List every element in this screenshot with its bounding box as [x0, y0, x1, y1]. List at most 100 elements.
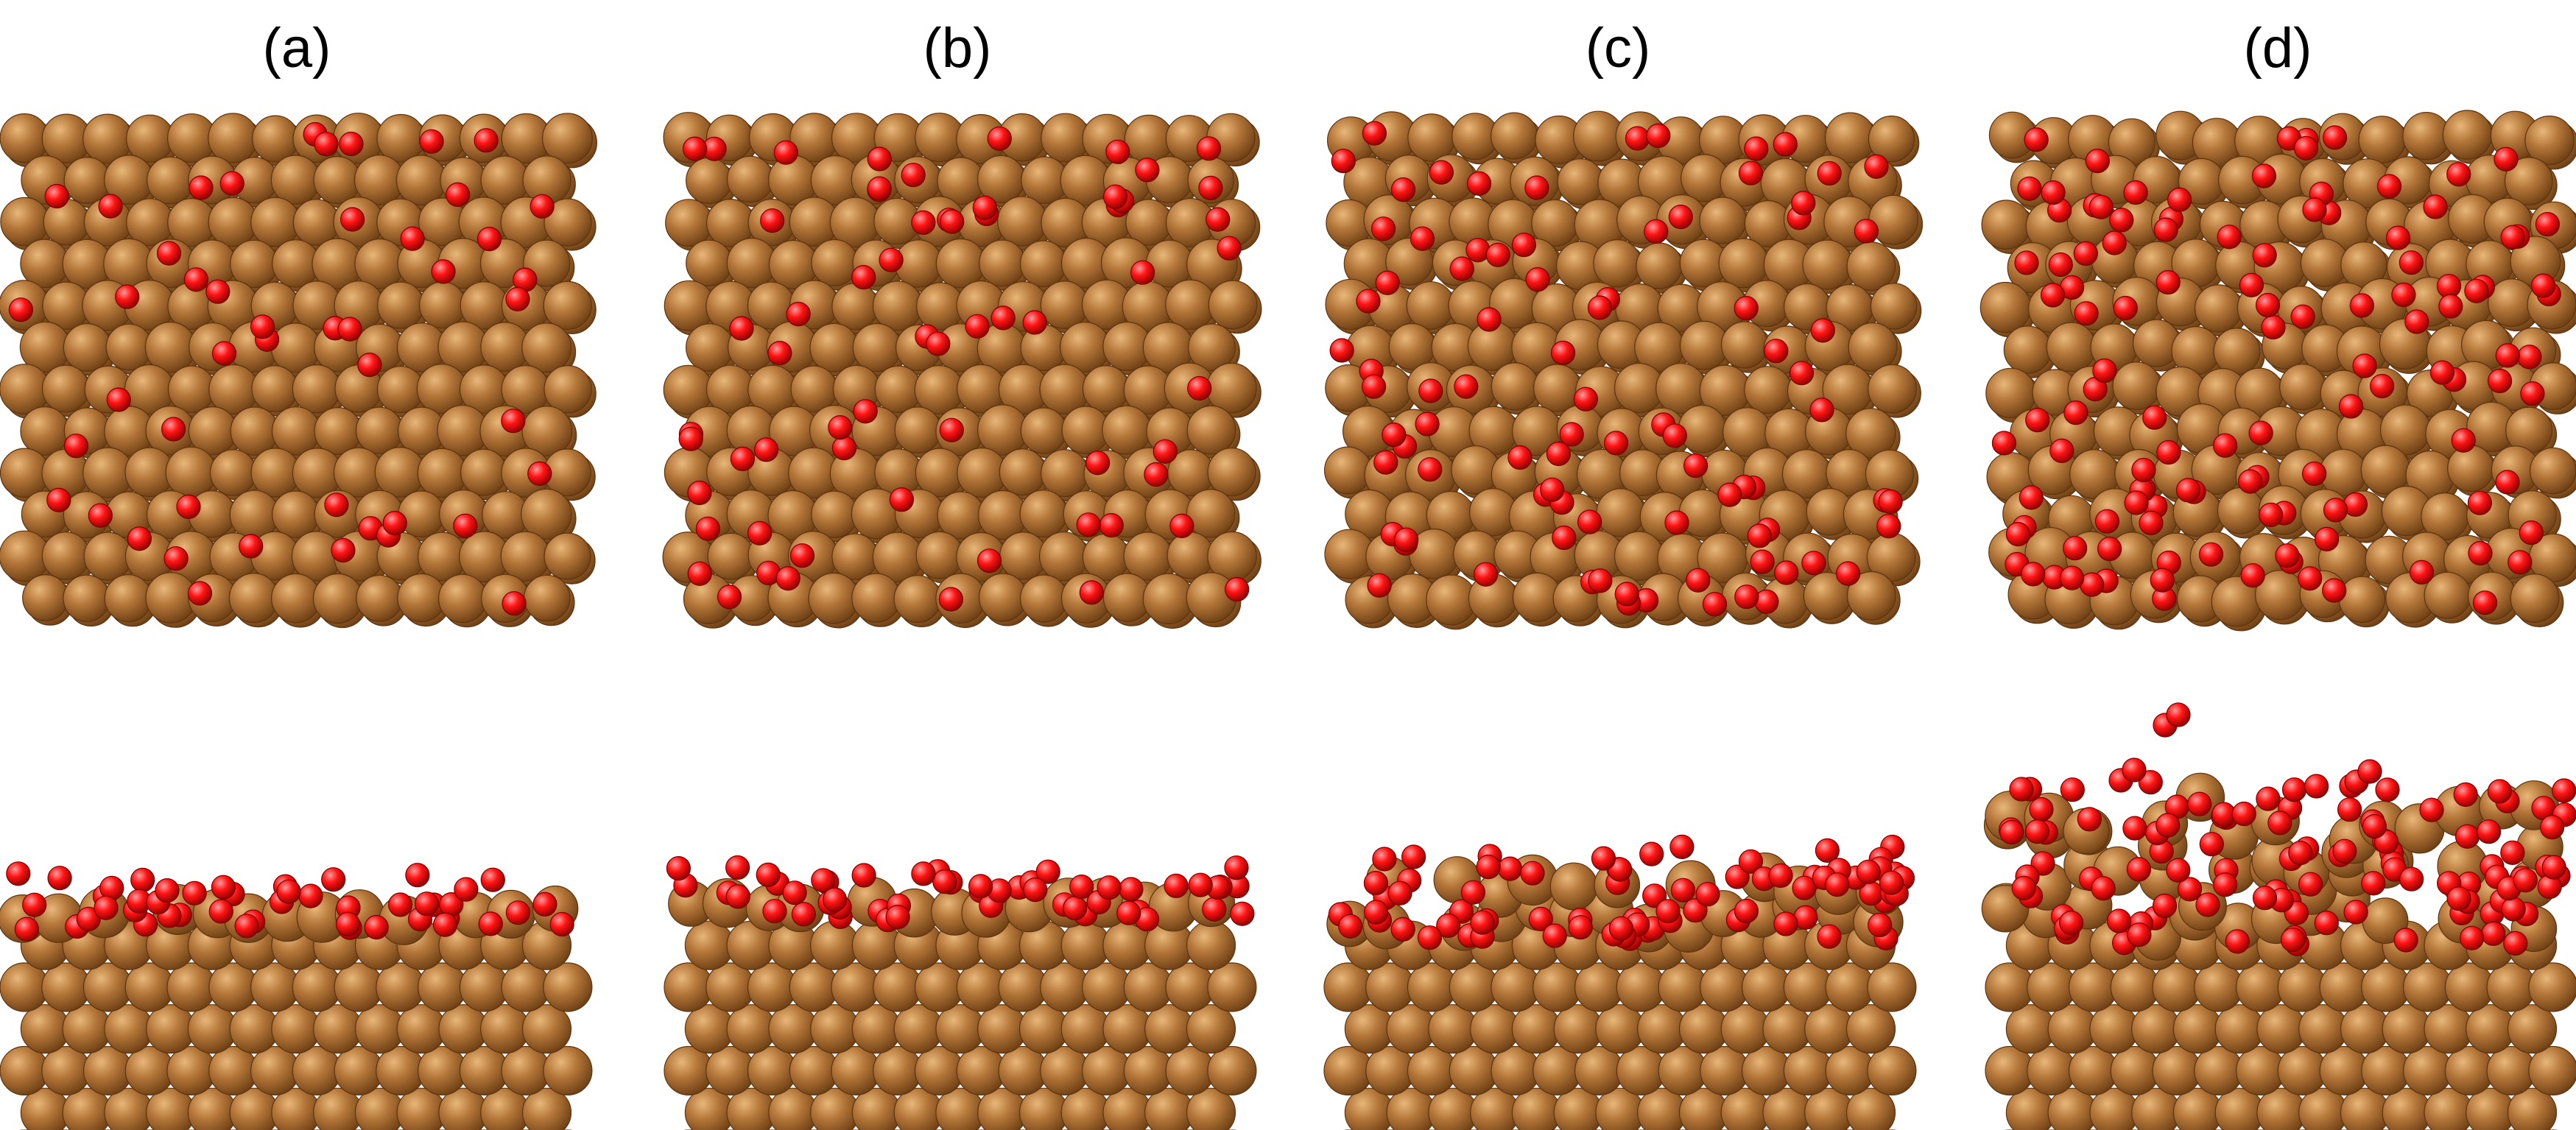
oxygen-atom-side-a [182, 880, 207, 905]
copper-atom-side-c [1491, 1045, 1541, 1096]
oxygen-atom-top-c [1686, 568, 1711, 593]
oxygen-atom-side-b [725, 884, 750, 909]
oxygen-atom-top-a [189, 175, 214, 200]
oxygen-atom-side-c [1608, 916, 1633, 941]
copper-atom-top-b [979, 239, 1026, 287]
copper-atom-side-b [873, 962, 923, 1012]
oxygen-atom-top-b [972, 195, 997, 220]
oxygen-atom-top-d [2404, 309, 2429, 334]
oxygen-atom-top-c [1750, 549, 1775, 574]
oxygen-atom-side-d [2060, 777, 2085, 802]
oxygen-atom-top-b [1198, 175, 1223, 200]
copper-atom-top-b [1186, 489, 1236, 538]
copper-atom-top-c [1846, 571, 1896, 621]
oxygen-atom-side-a [549, 911, 574, 937]
oxygen-atom-top-d [2113, 295, 2138, 321]
copper-atom-side-c [1783, 1045, 1833, 1096]
oxygen-atom-top-d [2124, 490, 2149, 515]
copper-atom-side-b [1081, 962, 1132, 1012]
copper-atom-top-a [356, 574, 404, 622]
copper-atom-top-b [1188, 323, 1236, 372]
oxygen-atom-top-d [2239, 272, 2264, 297]
oxygen-atom-top-a [98, 194, 123, 219]
oxygen-atom-top-d [2517, 345, 2542, 370]
oxygen-atom-side-d [2138, 769, 2163, 795]
panel-label-d: (d) [2243, 17, 2312, 80]
oxygen-atom-top-b [1099, 512, 1124, 538]
oxygen-atom-top-d [2024, 127, 2049, 152]
copper-atom-top-b [1166, 532, 1214, 579]
oxygen-atom-top-a [250, 314, 275, 339]
oxygen-atom-side-a [47, 866, 72, 891]
oxygen-atom-top-b [1022, 310, 1047, 335]
copper-atom-side-b [810, 1004, 860, 1054]
copper-atom-side-d [2194, 962, 2244, 1012]
copper-atom-side-d [2172, 1004, 2223, 1054]
oxygen-atom-side-c [1868, 912, 1893, 938]
copper-atom-top-b [1165, 279, 1216, 331]
oxygen-atom-top-d [2074, 301, 2099, 326]
oxygen-atom-top-c [1449, 256, 1474, 281]
copper-atom-top-b [1082, 533, 1130, 582]
copper-atom-top-a [314, 406, 362, 456]
oxygen-atom-top-a [502, 591, 527, 616]
copper-atom-side-b [726, 1004, 776, 1054]
copper-atom-top-c [1845, 408, 1896, 459]
copper-atom-top-b [707, 532, 755, 580]
oxygen-atom-top-c [1577, 509, 1602, 534]
oxygen-atom-top-a [63, 434, 89, 459]
oxygen-atom-top-b [1076, 512, 1101, 537]
oxygen-atom-top-c [1361, 374, 1387, 399]
oxygen-atom-top-c [1410, 226, 1435, 251]
copper-atom-top-b [1019, 574, 1069, 623]
oxygen-atom-top-a [205, 279, 230, 304]
oxygen-atom-side-d [2419, 797, 2444, 822]
oxygen-atom-top-c [1664, 510, 1689, 535]
copper-atom-side-c [1783, 962, 1833, 1012]
oxygen-atom-side-d [2187, 791, 2212, 816]
oxygen-atom-top-b [867, 146, 892, 172]
oxygen-atom-top-c [1738, 160, 1764, 186]
oxygen-atom-top-c [1734, 296, 1759, 321]
oxygen-atom-top-b [687, 561, 712, 586]
oxygen-atom-top-c [1764, 339, 1789, 364]
copper-atom-top-a [521, 488, 572, 540]
oxygen-atom-top-d [2063, 400, 2088, 425]
oxygen-atom-top-d [2025, 408, 2050, 433]
copper-atom-top-a [126, 198, 175, 247]
oxygen-atom-top-a [163, 546, 189, 571]
oxygen-atom-side-b [932, 869, 957, 894]
copper-atom-side-b [664, 1045, 714, 1096]
copper-atom-side-c [1386, 1004, 1436, 1054]
oxygen-atom-top-c [1507, 445, 1532, 470]
oxygen-atom-side-d [2152, 893, 2178, 919]
oxygen-atom-side-b [666, 855, 691, 881]
copper-atom-top-a [500, 531, 551, 582]
oxygen-atom-side-b [911, 861, 936, 886]
copper-atom-top-a [272, 490, 320, 539]
oxygen-atom-top-b [965, 314, 990, 339]
oxygen-atom-side-b [1188, 872, 1213, 897]
oxygen-atom-side-c [1387, 880, 1412, 905]
oxygen-atom-top-a [357, 353, 382, 378]
copper-atom-top-b [665, 199, 713, 247]
oxygen-atom-top-a [115, 284, 140, 309]
oxygen-atom-side-a [298, 883, 323, 908]
copper-atom-side-c [1428, 1004, 1478, 1054]
oxygen-atom-top-b [767, 341, 792, 366]
copper-atom-top-b [1102, 405, 1152, 455]
oxygen-atom-top-b [687, 480, 712, 506]
oxygen-atom-side-d [2091, 876, 2116, 901]
copper-atom-top-a [521, 406, 573, 456]
copper-atom-side-c [1323, 962, 1373, 1012]
copper-atom-side-a [82, 1045, 133, 1096]
oxygen-atom-top-c [1747, 523, 1772, 548]
oxygen-atom-top-d [2391, 282, 2416, 308]
oxygen-atom-side-d [2256, 786, 2281, 811]
oxygen-atom-top-d [2097, 536, 2122, 562]
oxygen-atom-side-a [276, 879, 301, 904]
copper-atom-side-b [1060, 920, 1111, 970]
copper-atom-top-a [543, 532, 591, 580]
copper-atom-top-a [376, 113, 426, 163]
copper-atom-side-d [2361, 962, 2411, 1012]
